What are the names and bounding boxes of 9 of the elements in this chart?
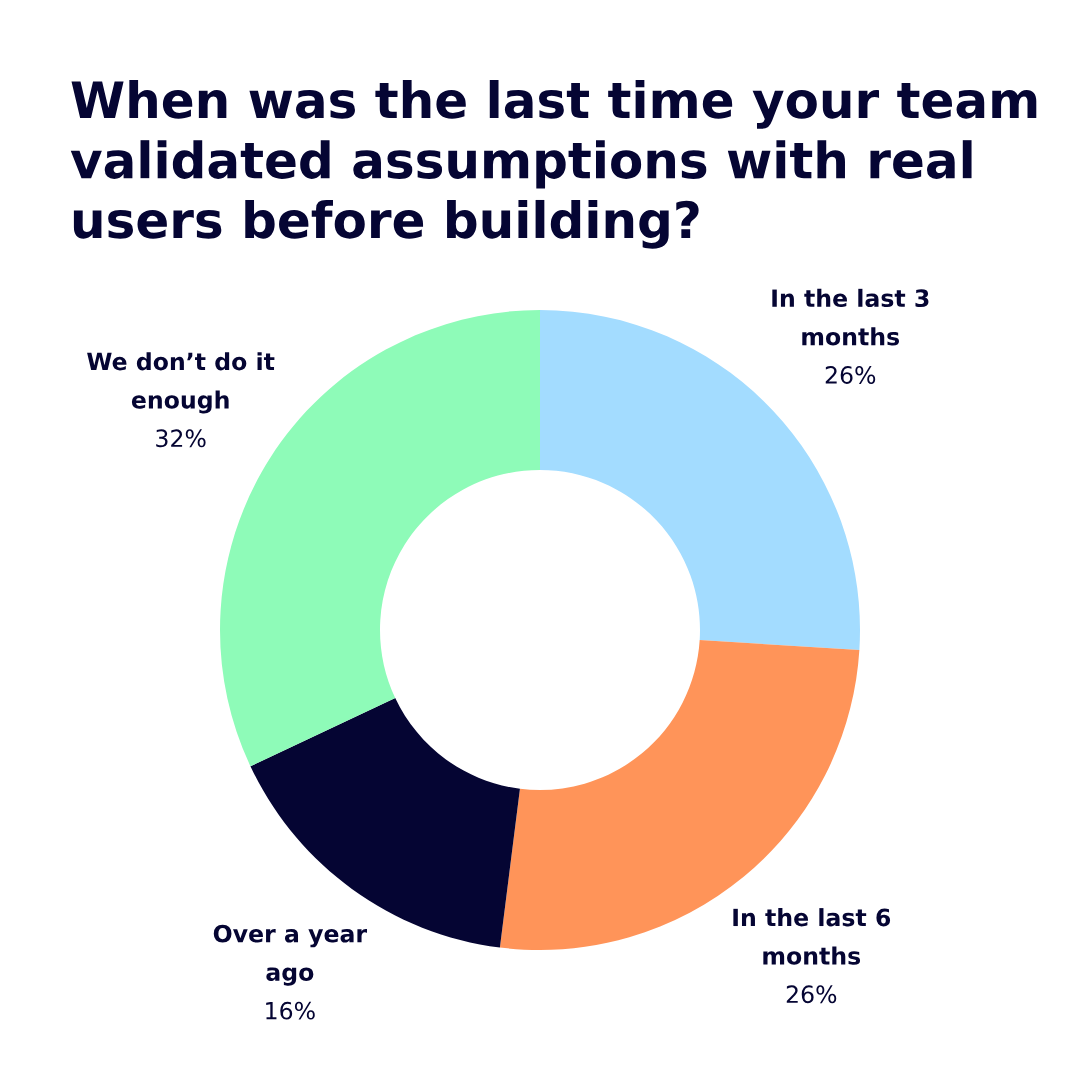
data-label: 26% [786, 985, 837, 1004]
chart-title: When was the last time your team validated assumptions with real users before building? [70, 80, 1037, 249]
data-label: 16% [266, 1001, 315, 1020]
data-label: 32% [156, 429, 206, 448]
slice-label: Over a year ago [213, 924, 368, 986]
slice-label: We don’t do it enough [87, 352, 275, 414]
slice-label: In the last 6 months [733, 908, 891, 965]
slice-label: In the last 3 months [772, 288, 929, 346]
data-label: 26% [825, 366, 876, 384]
